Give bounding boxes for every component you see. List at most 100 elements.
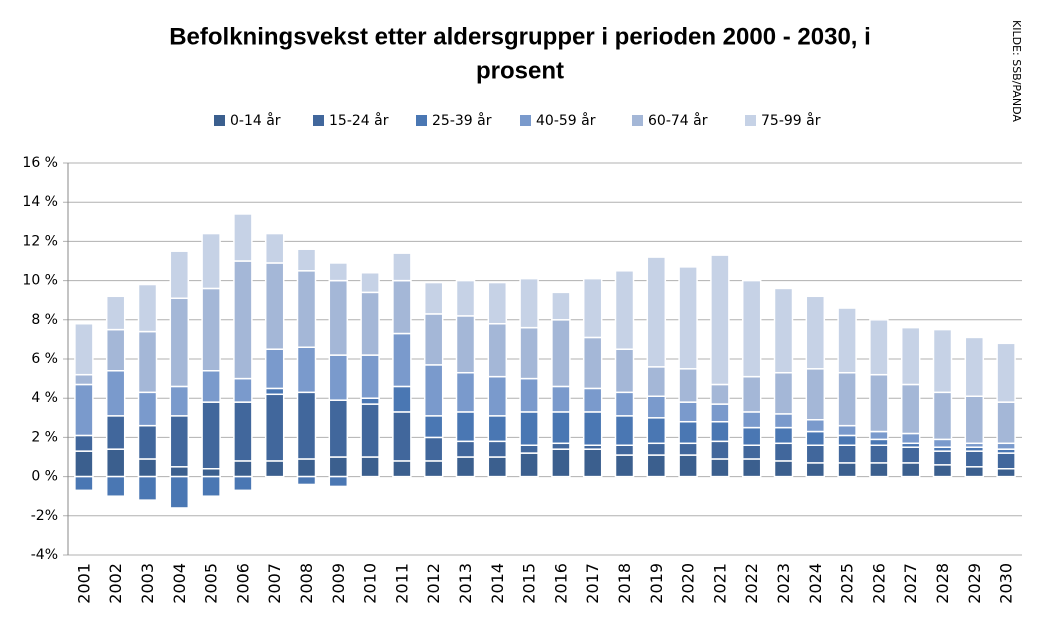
bar-segment [741,411,762,429]
bar-segment [741,375,762,413]
bar-segment [201,370,221,403]
bar-segment [582,411,603,446]
x-tick-label: 2011 [392,563,411,604]
bar-segment [900,462,921,478]
bar-segment [519,326,539,380]
bar-segment [773,287,794,374]
bar-segment [74,450,94,478]
bar-segment [710,440,730,460]
legend-swatch [416,115,427,126]
legend-swatch [214,115,225,126]
x-tick-label: 2005 [202,563,221,604]
bar-segment [646,256,667,368]
bar-segment [805,295,826,370]
bar-segment [773,371,794,415]
bar-segment [932,391,953,441]
bar-segment [264,262,285,350]
bar-segment [360,272,380,294]
bar-segment [392,279,412,335]
bar-segment [646,366,667,397]
legend-label: 0-14 år [230,112,281,129]
y-tick-label: 16 % [22,155,58,171]
bar-segment [519,444,539,454]
bar-segment [296,458,317,478]
bar-segment [233,260,253,380]
bar-segment [741,279,762,378]
bar-segment [932,438,953,448]
legend-label: 40-59 år [536,112,596,129]
bar-segment [678,442,698,456]
y-tick-label: 12 % [22,233,58,249]
y-tick-label: 4 % [31,390,58,406]
bar-segment [137,424,158,460]
bar-segment [423,364,444,417]
bar-segment [837,307,857,374]
bar-segment [519,452,539,478]
bar-segment [169,297,190,388]
x-tick-label: 2020 [679,563,698,604]
legend-label: 15-24 år [329,112,389,129]
bar-segment [423,415,444,439]
y-tick-label: -2% [31,508,58,524]
bar-segment [773,460,794,478]
bar-segment [455,411,476,443]
bar-segment [296,346,317,394]
bar-segment [582,336,603,390]
bar-segment [773,413,794,429]
bar-segment [137,283,158,333]
bar-segment [392,460,412,478]
bar-segment [519,277,539,329]
bar-segment [964,450,985,468]
bar-segment [805,368,826,421]
bar-segment [837,462,857,478]
x-tick-label: 2016 [551,563,570,604]
bar-segment [455,456,476,478]
bar-segment [932,464,953,478]
bar-segment [169,466,190,478]
x-tick-label: 2017 [583,563,602,604]
x-tick-label: 2025 [838,563,857,604]
bar-segment [805,444,826,464]
bar-segment [264,387,285,396]
bar-segment [74,322,94,376]
bar-segment [710,383,730,405]
bar-segment [169,250,190,299]
chart-title: prosent [476,57,564,84]
bar-segment [487,375,508,417]
y-tick-label: 8 % [31,312,58,328]
bar-segment [264,348,285,390]
bar-segment [869,430,889,441]
bar-segment [710,458,730,478]
x-tick-label: 2001 [74,563,93,604]
bar-segment [328,399,349,458]
bar-segment [264,460,285,478]
legend-label: 25-39 år [432,112,492,129]
bar-segment [519,377,539,413]
bar-segment [487,456,508,478]
legend-swatch [745,115,756,126]
bar-segment [964,466,985,478]
bar-segment [328,279,349,356]
bar-segment [328,354,349,401]
bar-segment [678,420,698,445]
bar-segment [423,281,444,315]
bar-segment [296,248,317,272]
bar-segment [137,458,158,478]
x-tick-label: 2024 [806,563,825,604]
bar-segment [551,319,571,388]
bar-segment [551,291,571,321]
bar-segment [614,444,635,456]
bar-segment [519,411,539,446]
x-tick-label: 2028 [933,563,952,604]
bar-segment [551,442,571,450]
bar-segment [773,442,794,462]
x-tick-label: 2003 [138,563,157,604]
bar-segment [360,291,380,356]
bar-segment [264,393,285,462]
bar-segment [900,383,921,435]
bar-segment [105,475,126,497]
bar-segment [392,332,412,388]
bar-segment [710,403,730,423]
bar-segment [964,336,985,397]
x-tick-label: 2015 [520,563,539,604]
